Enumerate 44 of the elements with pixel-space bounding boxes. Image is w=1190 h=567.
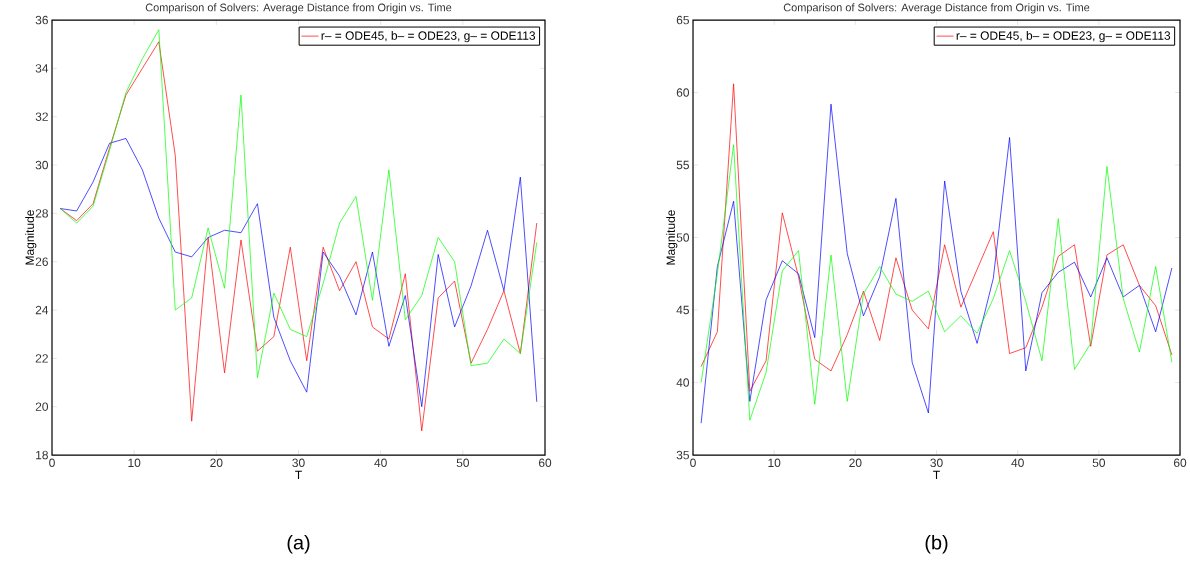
x-tick-label: 30 bbox=[930, 458, 943, 467]
y-tick-label: 60 bbox=[676, 88, 690, 97]
y-tick-label: 18 bbox=[36, 450, 48, 460]
line-series bbox=[59, 29, 538, 379]
y-tick-label: 55 bbox=[676, 160, 689, 170]
y-tick-label: 40 bbox=[676, 378, 690, 387]
legend-label: r– = ODE45, b– = ODE23, g– = ODE113 bbox=[956, 31, 1171, 43]
x-tick-label: 60 bbox=[538, 458, 552, 467]
y-tick-label: 20 bbox=[35, 402, 49, 411]
line-series bbox=[700, 83, 1173, 392]
x-tick-label: 30 bbox=[292, 458, 305, 467]
x-tick-label: 10 bbox=[768, 458, 781, 467]
line-series bbox=[59, 138, 538, 408]
y-tick-label: 32 bbox=[35, 112, 48, 121]
x-tick-label: 20 bbox=[849, 458, 862, 467]
y-tick-label: 65 bbox=[676, 15, 689, 25]
y-tick-label: 36 bbox=[35, 15, 48, 25]
chart-title: Comparison of Solvers: Average Distance from Origin vs. Time bbox=[145, 3, 452, 14]
y-tick-label: 24 bbox=[35, 305, 49, 315]
legend-label: r– = ODE45, b– = ODE23, g– = ODE113 bbox=[321, 31, 536, 43]
y-tick-label: 26 bbox=[35, 257, 48, 266]
x-tick-label: 40 bbox=[1011, 458, 1024, 467]
x-tick-label: 20 bbox=[210, 458, 223, 467]
x-tick-label: 0 bbox=[690, 458, 696, 467]
x-tick-label: 10 bbox=[128, 458, 141, 467]
y-axis-title: Magnitude bbox=[25, 210, 37, 265]
y-axis-title: Magnitude bbox=[666, 210, 678, 265]
text: (b) bbox=[925, 534, 948, 554]
x-tick-label: 50 bbox=[1092, 458, 1106, 467]
x-tick-label: 40 bbox=[374, 458, 387, 467]
y-tick-label: 45 bbox=[676, 305, 689, 315]
y-tick-label: 28 bbox=[35, 209, 48, 218]
y-tick-label: 30 bbox=[35, 160, 49, 170]
x-tick-label: 0 bbox=[49, 458, 55, 467]
y-tick-label: 35 bbox=[676, 450, 689, 460]
y-tick-label: 34 bbox=[35, 64, 49, 73]
x-axis-title: T bbox=[295, 470, 302, 480]
x-tick-label: 50 bbox=[456, 458, 470, 467]
chart-title: Comparison of Solvers: Average Distance from Origin vs. Time bbox=[783, 3, 1090, 14]
y-tick-label: 50 bbox=[676, 233, 690, 242]
x-tick-label: 60 bbox=[1173, 458, 1187, 467]
text: (a) bbox=[287, 534, 310, 554]
y-tick-label: 22 bbox=[35, 354, 48, 363]
x-axis-title: T bbox=[933, 470, 940, 480]
